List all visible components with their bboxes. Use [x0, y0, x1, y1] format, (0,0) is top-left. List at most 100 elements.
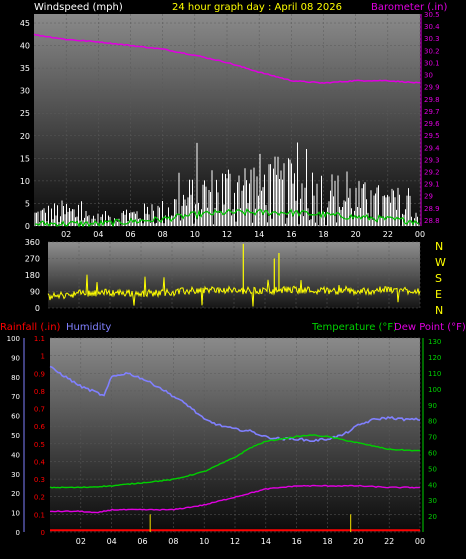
rain-hum-temp-grid: [50, 337, 421, 533]
wind-x-tick-3: 08: [158, 230, 168, 239]
dir-y-tick-2: 180: [25, 271, 40, 280]
wind-x-tick-5: 12: [222, 230, 232, 239]
wind-x-tick-9: 20: [351, 230, 361, 239]
humidity-y-tick-5: 50: [11, 432, 20, 440]
wind-baro-series: [33, 33, 420, 228]
wind-y-tick-4: 20: [20, 132, 30, 141]
wind-y-tick-5: 25: [20, 109, 30, 118]
humidity-y-tick-9: 90: [11, 354, 20, 362]
humidity-y-tick-8: 80: [11, 374, 20, 382]
humidity-y-tick-2: 20: [11, 490, 20, 498]
dir-y-tick-4: 360: [25, 238, 40, 247]
rain-hum-temp-axes: 0 0.1 0.2 0.3 0.4 0.5 0.6 0.7 0.8 0.9 1 1.1 0 10 20 30 4…: [7, 335, 442, 546]
dir-y-tick-3: 270: [25, 255, 40, 264]
wind-x-tick-0: 02: [61, 230, 71, 239]
compass-e: E: [435, 288, 442, 301]
temp-y-tick-5: 70: [428, 434, 437, 442]
baro-y-tick-3: 29.1: [424, 181, 440, 189]
wind-average-series: [35, 208, 420, 228]
rain-y-tick-0: 0: [41, 529, 45, 537]
humidity-title: Humidity: [66, 322, 111, 333]
temp-y-tick-2: 40: [428, 481, 437, 489]
baro-y-tick-12: 30: [424, 72, 433, 80]
p3-x-tick-4: 10: [199, 537, 209, 546]
rain-y-tick-9: 0.9: [34, 370, 45, 378]
p3-x-tick-7: 16: [292, 537, 302, 546]
p3-x-tick-8: 18: [322, 537, 332, 546]
humidity-y-tick-3: 30: [11, 471, 20, 479]
wind-y-tick-0: 0: [25, 222, 30, 231]
rain-y-tick-11: 1.1: [34, 335, 45, 343]
rainfall-title: Rainfall (.in): [0, 322, 61, 333]
p3-x-tick-0: 02: [76, 537, 86, 546]
temp-y-tick-10: 120: [428, 354, 441, 362]
baro-y-tick-13: 30.1: [424, 59, 440, 67]
p3-x-tick-11: 00: [415, 537, 425, 546]
baro-y-tick-8: 29.6: [424, 120, 440, 128]
p3-x-tick-5: 12: [230, 537, 240, 546]
p3-x-tick-9: 20: [353, 537, 363, 546]
windspeed-title: Windspeed (mph): [34, 2, 123, 13]
wind-baro-axes: 0 5 10 15 20 25 30 35 40 45 02 04 06 08 10 12 14 16 18 20 22…: [20, 11, 440, 239]
baro-y-tick-11: 29.9: [424, 84, 440, 92]
temperature-series: [49, 434, 421, 489]
humidity-y-tick-10: 100: [7, 335, 20, 343]
wind-x-tick-1: 04: [93, 230, 103, 239]
compass-n-top: N: [435, 240, 443, 253]
baro-y-tick-2: 29: [424, 193, 433, 201]
temp-y-tick-3: 50: [428, 465, 437, 473]
baro-y-tick-1: 28.9: [424, 205, 440, 213]
wind-y-tick-9: 45: [20, 19, 30, 28]
wind-y-tick-1: 5: [25, 199, 30, 208]
compass-s: S: [435, 272, 442, 285]
wind-x-tick-6: 14: [254, 230, 264, 239]
rain-y-tick-5: 0.5: [34, 441, 45, 449]
wind-y-tick-7: 35: [20, 64, 30, 73]
dewpoint-series: [49, 484, 421, 514]
humidity-y-tick-0: 0: [16, 529, 20, 537]
temp-y-tick-8: 100: [428, 386, 441, 394]
humidity-y-tick-4: 40: [11, 451, 20, 459]
temp-y-tick-1: 30: [428, 497, 437, 505]
rain-y-tick-10: 1: [41, 353, 45, 361]
temp-y-tick-7: 90: [428, 402, 437, 410]
compass-labels: N W S E N: [435, 240, 446, 317]
rain-y-tick-6: 0.6: [34, 423, 46, 431]
wind-x-tick-7: 16: [286, 230, 296, 239]
humidity-y-tick-6: 60: [11, 413, 20, 421]
wind-y-tick-3: 15: [20, 154, 30, 163]
temp-y-tick-0: 20: [428, 513, 437, 521]
p3-x-tick-6: 14: [261, 537, 271, 546]
baro-y-tick-16: 30.4: [424, 23, 440, 31]
rain-y-tick-1: 0.1: [34, 511, 45, 519]
baro-y-tick-15: 30.3: [424, 35, 440, 43]
wind-x-tick-8: 18: [318, 230, 328, 239]
wind-y-tick-6: 30: [20, 87, 30, 96]
baro-y-tick-14: 30.2: [424, 47, 440, 55]
p3-x-tick-1: 04: [107, 537, 117, 546]
compass-w: W: [435, 256, 446, 269]
baro-y-tick-7: 29.5: [424, 132, 440, 140]
direction-series: [47, 243, 421, 307]
baro-y-tick-6: 29.4: [424, 144, 440, 152]
humidity-series: [49, 365, 421, 442]
baro-y-tick-10: 29.8: [424, 96, 440, 104]
dir-y-tick-0: 0: [35, 304, 40, 313]
humidity-y-tick-7: 70: [11, 393, 20, 401]
direction-grid: [48, 241, 421, 309]
rain-y-tick-2: 0.2: [34, 494, 45, 502]
rain-y-tick-8: 0.8: [34, 388, 45, 396]
direction-axes: 0 90 180 270 360: [25, 238, 40, 313]
baro-y-tick-5: 29.3: [424, 156, 440, 164]
wind-y-tick-2: 10: [20, 177, 30, 186]
p3-x-tick-10: 22: [384, 537, 394, 546]
dir-y-tick-1: 90: [30, 288, 40, 297]
temp-y-tick-11: 130: [428, 338, 441, 346]
dewpoint-title: Dew Point (°F): [394, 322, 466, 333]
direction-series: [47, 274, 421, 307]
compass-n-bottom: N: [435, 304, 443, 317]
baro-y-tick-0: 28.8: [424, 217, 440, 225]
wind-y-tick-8: 40: [20, 42, 30, 51]
wind-x-tick-11: 00: [415, 230, 425, 239]
